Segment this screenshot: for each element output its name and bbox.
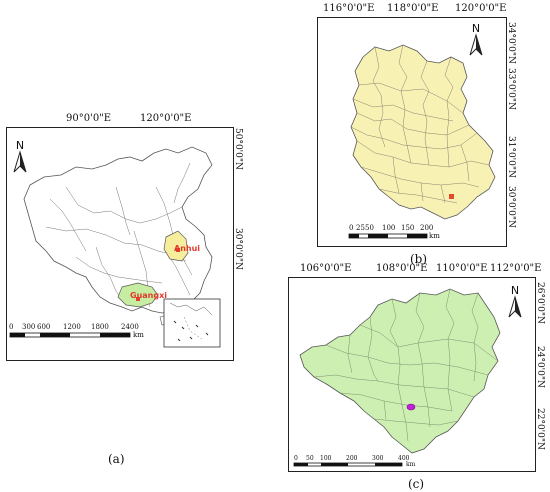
scale-tick: 50 (365, 224, 374, 232)
scale-tick: 0 (9, 323, 14, 331)
panel-c-lon-label-1: 106°0'0"E (300, 263, 352, 274)
panel-b-caption: (b) (410, 252, 428, 266)
panel-c-north-arrow: N (506, 284, 524, 323)
panel-a-north-letter: N (15, 139, 25, 152)
panel-c-north-letter: N (510, 284, 520, 297)
scale-tick: 150 (401, 224, 415, 232)
scale-unit: km (429, 232, 440, 240)
scale-tick: 200 (420, 224, 434, 232)
panel-c-lat-label-2: 24°0'0"N (535, 346, 545, 388)
panel-c-caption: (c) (408, 477, 425, 491)
panel-a-lon-label-2: 120°0'0"E (140, 113, 192, 124)
scale-unit: km (406, 461, 416, 468)
panel-a-lat-label-2: 30°0'0"N (233, 228, 243, 270)
scale-tick: 1200 (63, 323, 81, 331)
guangxi-label: Guangxi (130, 291, 167, 300)
panel-b-lat-label-2: 33°0'0"N (506, 68, 516, 110)
scale-tick: 200 (346, 455, 358, 462)
panel-b-anhui-map (350, 44, 496, 220)
panel-c-lat-label-3: 22°0'0"N (535, 408, 545, 450)
panel-b-north-letter: N (471, 22, 481, 35)
panel-c-lon-label-4: 112°0'0"E (490, 263, 542, 274)
panel-a-caption: (a) (108, 452, 125, 466)
panel-a-lat-label-1: 50°0'0"N (233, 128, 243, 170)
scale-tick: 300 (372, 455, 384, 462)
panel-c-guangxi-map (299, 288, 501, 454)
south-china-sea-inset (163, 298, 221, 348)
panel-c-site-marker (406, 403, 416, 411)
panel-c-lat-label-1: 26°0'0"N (535, 282, 545, 324)
panel-b-site-marker (449, 194, 454, 199)
panel-b-lat-label-4: 30°0'0"N (506, 186, 516, 228)
scale-tick: 600 (37, 323, 51, 331)
scale-tick: 300 (22, 323, 36, 331)
panel-a-north-arrow: N (11, 139, 29, 178)
panel-c-lon-label-3: 110°0'0"E (436, 263, 488, 274)
scale-tick: 2400 (121, 323, 139, 331)
scale-tick: 1800 (91, 323, 109, 331)
anhui-region (163, 230, 189, 262)
north-arrow-icon (469, 33, 483, 56)
panel-b-lon-label-2: 118°0'0"E (387, 3, 439, 14)
scale-tick: 100 (382, 224, 396, 232)
north-arrow-icon (508, 295, 522, 318)
scale-tick: 0 (349, 224, 354, 232)
scale-tick: 0 (294, 455, 298, 462)
scale-tick: 25 (356, 224, 365, 232)
panel-b-lat-label-3: 31°0'0"N (506, 136, 516, 178)
guangxi-region (117, 282, 159, 308)
panel-a-china-map: Anhui Guangxi (23, 146, 221, 348)
panel-c-lon-label-2: 108°0'0"E (376, 263, 428, 274)
panel-a-lon-label-1: 90°0'0"E (66, 113, 112, 124)
anhui-label: Anhui (174, 244, 200, 253)
north-arrow-icon (13, 150, 27, 173)
panel-b-lat-label-1: 34°0'0"N (506, 22, 516, 64)
scale-tick: 400 (398, 455, 410, 462)
scale-unit: km (133, 331, 144, 339)
scale-tick: 100 (320, 455, 332, 462)
panel-b-lon-label-1: 116°0'0"E (323, 3, 375, 14)
panel-b-lon-label-3: 120°0'0"E (455, 3, 507, 14)
panel-b-north-arrow: N (467, 22, 485, 61)
scale-tick: 50 (306, 455, 314, 462)
